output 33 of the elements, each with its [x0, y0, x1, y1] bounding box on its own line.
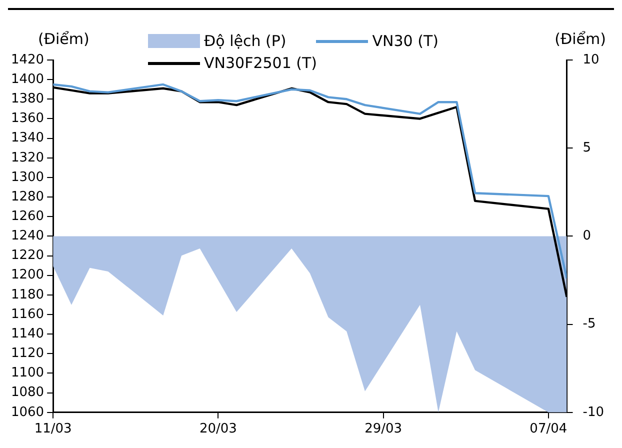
y-tick-label: 1280: [10, 189, 44, 204]
legend-label: VN30 (T): [372, 32, 438, 50]
y-tick-label: 1100: [10, 366, 44, 381]
y2-tick-label: 5: [582, 140, 592, 156]
y-tick-label: 1120: [10, 346, 44, 362]
x-tick-label: 07/04: [530, 422, 568, 437]
y-tick-label: 1060: [10, 404, 44, 420]
y-tick-label: 1420: [10, 52, 44, 68]
y2-axis-title: (Điểm): [554, 30, 606, 48]
y-tick-label: 1400: [10, 72, 44, 87]
y-tick-label: 1360: [10, 111, 44, 126]
y-tick-label: 1340: [10, 130, 44, 146]
y-tick-label: 1080: [10, 385, 44, 400]
y-tick-label: 1220: [10, 248, 44, 264]
x-tick-label: 29/03: [364, 422, 402, 437]
y-tick-label: 1180: [10, 287, 44, 302]
y2-tick-label: -5: [582, 316, 596, 332]
y-tick-label: 1380: [10, 92, 44, 107]
y2-tick-label: 10: [582, 52, 600, 68]
legend-label: Độ lệch (P): [204, 32, 286, 50]
x-tick-label: 20/03: [199, 422, 237, 437]
x-tick-label: 11/03: [34, 422, 72, 437]
y-tick-label: 1140: [10, 326, 44, 342]
y-tick-label: 1300: [10, 170, 44, 185]
y-tick-label: 1320: [10, 150, 44, 166]
y2-tick-label: -10: [582, 404, 604, 420]
y-axis-title: (Điểm): [38, 30, 90, 48]
y-tick-label: 1160: [10, 306, 44, 322]
y-tick-label: 1240: [10, 228, 44, 244]
y2-tick-label: 0: [582, 228, 592, 244]
y-tick-label: 1200: [10, 268, 44, 283]
legend-label: VN30F2501 (T): [204, 54, 318, 72]
y-tick-label: 1260: [10, 208, 44, 224]
